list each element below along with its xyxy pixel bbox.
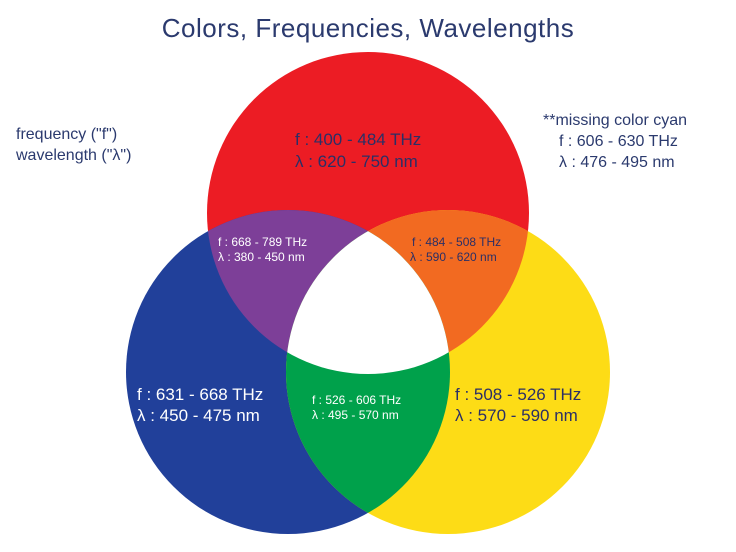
page-title: Colors, Frequencies, Wavelengths <box>161 13 575 43</box>
orange-wavelength: λ : 590 - 620 nm <box>410 250 497 264</box>
blue-wavelength: λ : 450 - 475 nm <box>137 406 260 425</box>
red-wavelength: λ : 620 - 750 nm <box>295 152 418 171</box>
note-cyan-frequency: f : 606 - 630 THz <box>559 133 678 150</box>
blue-frequency: f : 631 - 668 THz <box>137 385 264 404</box>
green-wavelength: λ : 495 - 570 nm <box>312 408 399 422</box>
legend-wavelength: wavelength ("λ") <box>16 147 132 164</box>
note-missing-cyan: **missing color cyan <box>543 112 688 129</box>
red-frequency: f : 400 - 484 THz <box>295 130 422 149</box>
purple-frequency: f : 668 - 789 THz <box>218 235 308 249</box>
green-frequency: f : 526 - 606 THz <box>312 393 402 407</box>
yellow-wavelength: λ : 570 - 590 nm <box>455 406 578 425</box>
purple-wavelength: λ : 380 - 450 nm <box>218 250 305 264</box>
legend-frequency: frequency ("f") <box>16 126 118 143</box>
note-cyan-wavelength: λ : 476 - 495 nm <box>559 154 675 171</box>
orange-frequency: f : 484 - 508 THz <box>412 235 502 249</box>
yellow-frequency: f : 508 - 526 THz <box>455 385 582 404</box>
